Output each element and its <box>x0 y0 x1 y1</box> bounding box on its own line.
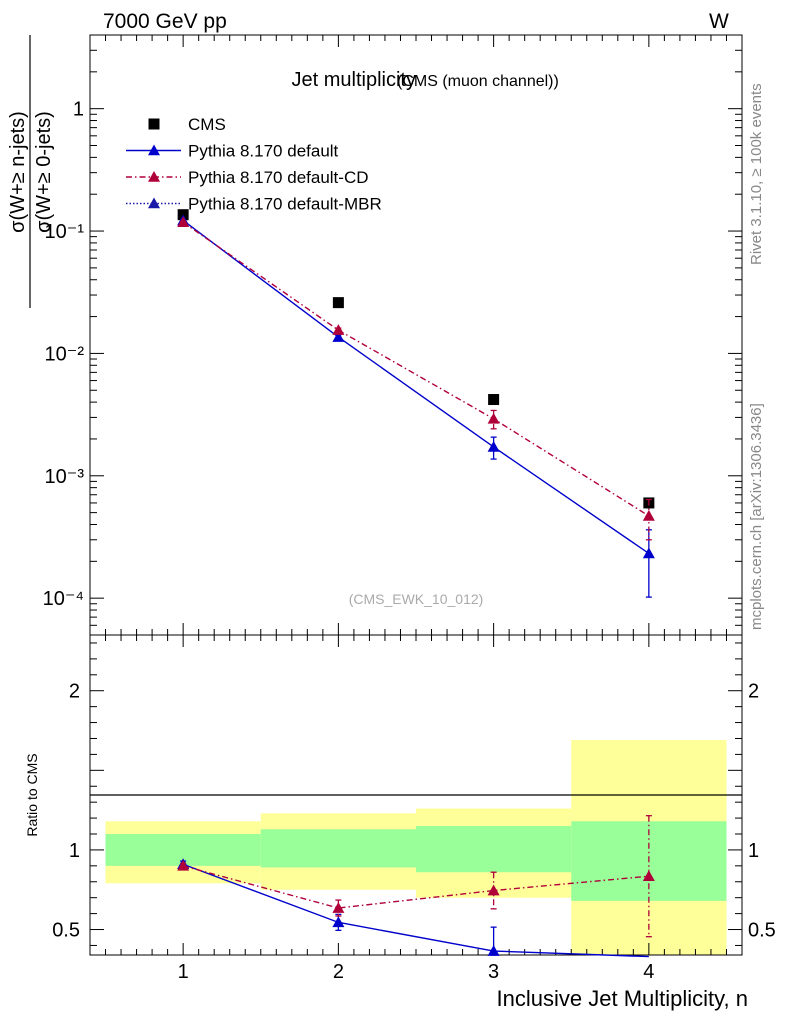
ratio-point-pythia-8-170-default-cd <box>332 902 345 913</box>
ratio-point-pythia-8-170-default-cd <box>642 870 655 881</box>
main-y-tick-label: 10⁻¹ <box>45 221 85 243</box>
energy-label: 7000 GeV pp <box>103 10 227 33</box>
ratio-y-tick-label: 1 <box>69 840 80 862</box>
main-point-pythia-8-170-default-cd <box>177 216 190 228</box>
main-point-pythia-8-170-default <box>332 331 345 342</box>
legend-label-pythia-8-170-default: Pythia 8.170 default <box>188 142 339 161</box>
ratio-point-pythia-8-170-default <box>487 945 500 956</box>
main-point-cms <box>488 394 500 406</box>
main-axis-ticks: 1 10⁻¹ 10⁻² 10⁻³ 10⁻⁴ <box>43 34 742 636</box>
ratio-line-pythia-8-170-default-cd <box>182 865 649 909</box>
ratio-y-tick-label-right: 1 <box>748 840 759 862</box>
rivet-label: Rivet 3.1.10, ≥ 100k events <box>748 83 765 265</box>
main-series-layer <box>177 209 655 598</box>
ratio-y-tick-label: 0.5 <box>52 920 80 942</box>
ratio-point-pythia-8-170-default-cd <box>177 859 190 871</box>
source-label: mcplots.cern.ch [arXiv:1306.3436] <box>748 403 765 630</box>
x-tick-label: 3 <box>488 961 499 983</box>
legend-label-pythia-8-170-default-mbr: Pythia 8.170 default-MBR <box>188 195 382 214</box>
legend-marker-pythia-8-170-default-mbr <box>148 197 160 209</box>
ratio-y-tick-label-right: 2 <box>748 681 759 703</box>
ratio-panel: 0.5 0.5 1 1 2 2 1 2 3 4 Ratio to CMS Inclusive Je… <box>24 634 776 1011</box>
main-subtitle: (CMS (muon channel)) <box>397 73 559 90</box>
ratio-y-tick-label: 2 <box>69 681 80 703</box>
main-point-pythia-8-170-default-cd <box>642 509 655 521</box>
main-point-pythia-8-170-default <box>487 440 500 452</box>
x-tick-label: 4 <box>643 961 654 983</box>
main-ylabel-denominator: σ(W+≥ 0-jets) <box>33 111 55 233</box>
main-y-tick-label: 10⁻² <box>45 343 85 365</box>
legend-marker-pythia-8-170-default-cd <box>148 171 160 182</box>
main-point-cms <box>332 297 344 309</box>
process-label: W <box>709 10 729 33</box>
legend: CMS Pythia 8.170 default Pythia 8.170 defa… <box>126 115 382 214</box>
main-line-pythia-8-170-default-cd <box>182 221 650 517</box>
ratio-band-green <box>260 829 416 868</box>
main-point-pythia-8-170-default-cd <box>487 412 500 424</box>
main-point-pythia-8-170-default <box>642 547 655 559</box>
main-panel: 1 10⁻¹ 10⁻² 10⁻³ 10⁻⁴ Jet multiplicity (CMS … <box>43 34 743 636</box>
ratio-line-pythia-8-170-default <box>182 863 649 958</box>
ratio-ylabel: Ratio to CMS <box>24 753 40 836</box>
analysis-tag: (CMS_EWK_10_012) <box>349 591 484 607</box>
legend-label-cms: CMS <box>188 115 226 134</box>
main-ylabel-numerator: σ(W+≥ n-jets) <box>7 111 29 233</box>
ratio-y-tick-label-right: 0.5 <box>748 920 776 942</box>
ratio-series-layer <box>177 815 655 958</box>
ratio-band-green <box>416 826 572 873</box>
x-tick-label: 2 <box>333 961 344 983</box>
ratio-axis-ticks: 0.5 0.5 1 1 2 2 1 2 3 4 <box>52 635 776 983</box>
main-title: Jet multiplicity <box>292 69 416 91</box>
main-y-tick-label: 1 <box>73 99 84 121</box>
x-axis-label: Inclusive Jet Multiplicity, n <box>497 986 748 1011</box>
main-point-pythia-8-170-default-cd <box>332 324 345 335</box>
ratio-bands <box>105 740 727 955</box>
legend-label-pythia-8-170-default-cd: Pythia 8.170 default-CD <box>188 168 369 187</box>
ratio-point-pythia-8-170-default-cd <box>487 884 500 896</box>
x-tick-label: 1 <box>178 961 189 983</box>
main-line-pythia-8-170-default <box>182 219 650 555</box>
legend-marker-pythia-8-170-default <box>148 144 160 156</box>
legend-marker-cms <box>148 118 160 130</box>
main-y-tick-label: 10⁻³ <box>45 466 85 488</box>
main-y-tick-label: 10⁻⁴ <box>43 588 84 610</box>
ratio-point-pythia-8-170-default <box>332 916 345 928</box>
